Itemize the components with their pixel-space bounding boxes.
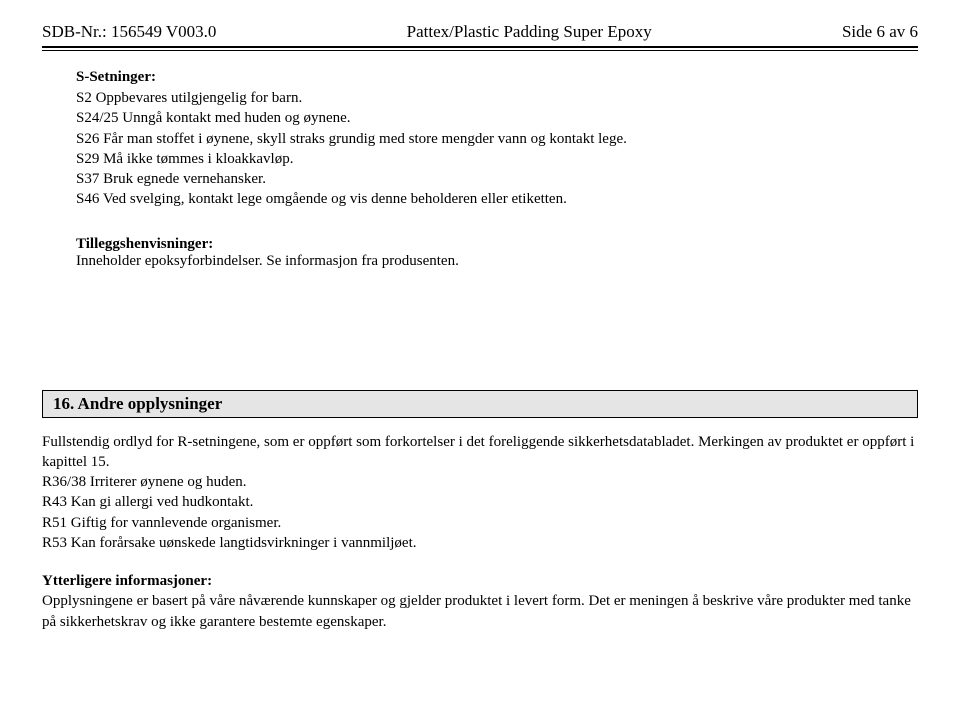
page-header: SDB-Nr.: 156549 V003.0 Pattex/Plastic Pa… — [42, 22, 918, 42]
section-16-intro: Fullstendig ordlyd for R-setningene, som… — [42, 434, 914, 470]
s-line: S24/25 Unngå kontakt med huden og øynene… — [76, 108, 918, 128]
r-line: R51 Giftig for vannlevende organismer. — [42, 513, 918, 533]
s-line: S2 Oppbevares utilgjengelig for barn. — [76, 88, 918, 108]
s-line: S46 Ved svelging, kontakt lege omgående … — [76, 189, 918, 209]
header-center: Pattex/Plastic Padding Super Epoxy — [216, 22, 842, 42]
r-line: R53 Kan forårsake uønskede langtidsvirkn… — [42, 533, 918, 553]
ytterligere-text: Opplysningene er basert på våre nåværend… — [42, 591, 918, 632]
ytterligere-block: Ytterligere informasjoner: Opplysningene… — [42, 571, 918, 632]
tillegg-heading: Tilleggshenvisninger: — [76, 236, 918, 253]
tillegg-block: Tilleggshenvisninger: Inneholder epoksyf… — [76, 236, 918, 270]
header-right: Side 6 av 6 — [842, 22, 918, 42]
s-line: S37 Bruk egnede vernehansker. — [76, 169, 918, 189]
s-setninger-heading: S-Setninger: — [76, 69, 918, 86]
header-rule-thin — [42, 50, 918, 51]
s-line: S26 Får man stoffet i øynene, skyll stra… — [76, 129, 918, 149]
ytterligere-heading: Ytterligere informasjoner: — [42, 571, 918, 591]
section-16-body: Fullstendig ordlyd for R-setningene, som… — [42, 432, 918, 632]
r-line: R36/38 Irriterer øynene og huden. — [42, 472, 918, 492]
s-setninger-block: S-Setninger: S2 Oppbevares utilgjengelig… — [76, 69, 918, 270]
section-16-title: 16. Andre opplysninger — [42, 390, 918, 418]
tillegg-text: Inneholder epoksyforbindelser. Se inform… — [76, 253, 918, 270]
s-line: S29 Må ikke tømmes i kloakkavløp. — [76, 149, 918, 169]
header-rule-thick — [42, 46, 918, 48]
header-left: SDB-Nr.: 156549 V003.0 — [42, 22, 216, 42]
r-line: R43 Kan gi allergi ved hudkontakt. — [42, 492, 918, 512]
